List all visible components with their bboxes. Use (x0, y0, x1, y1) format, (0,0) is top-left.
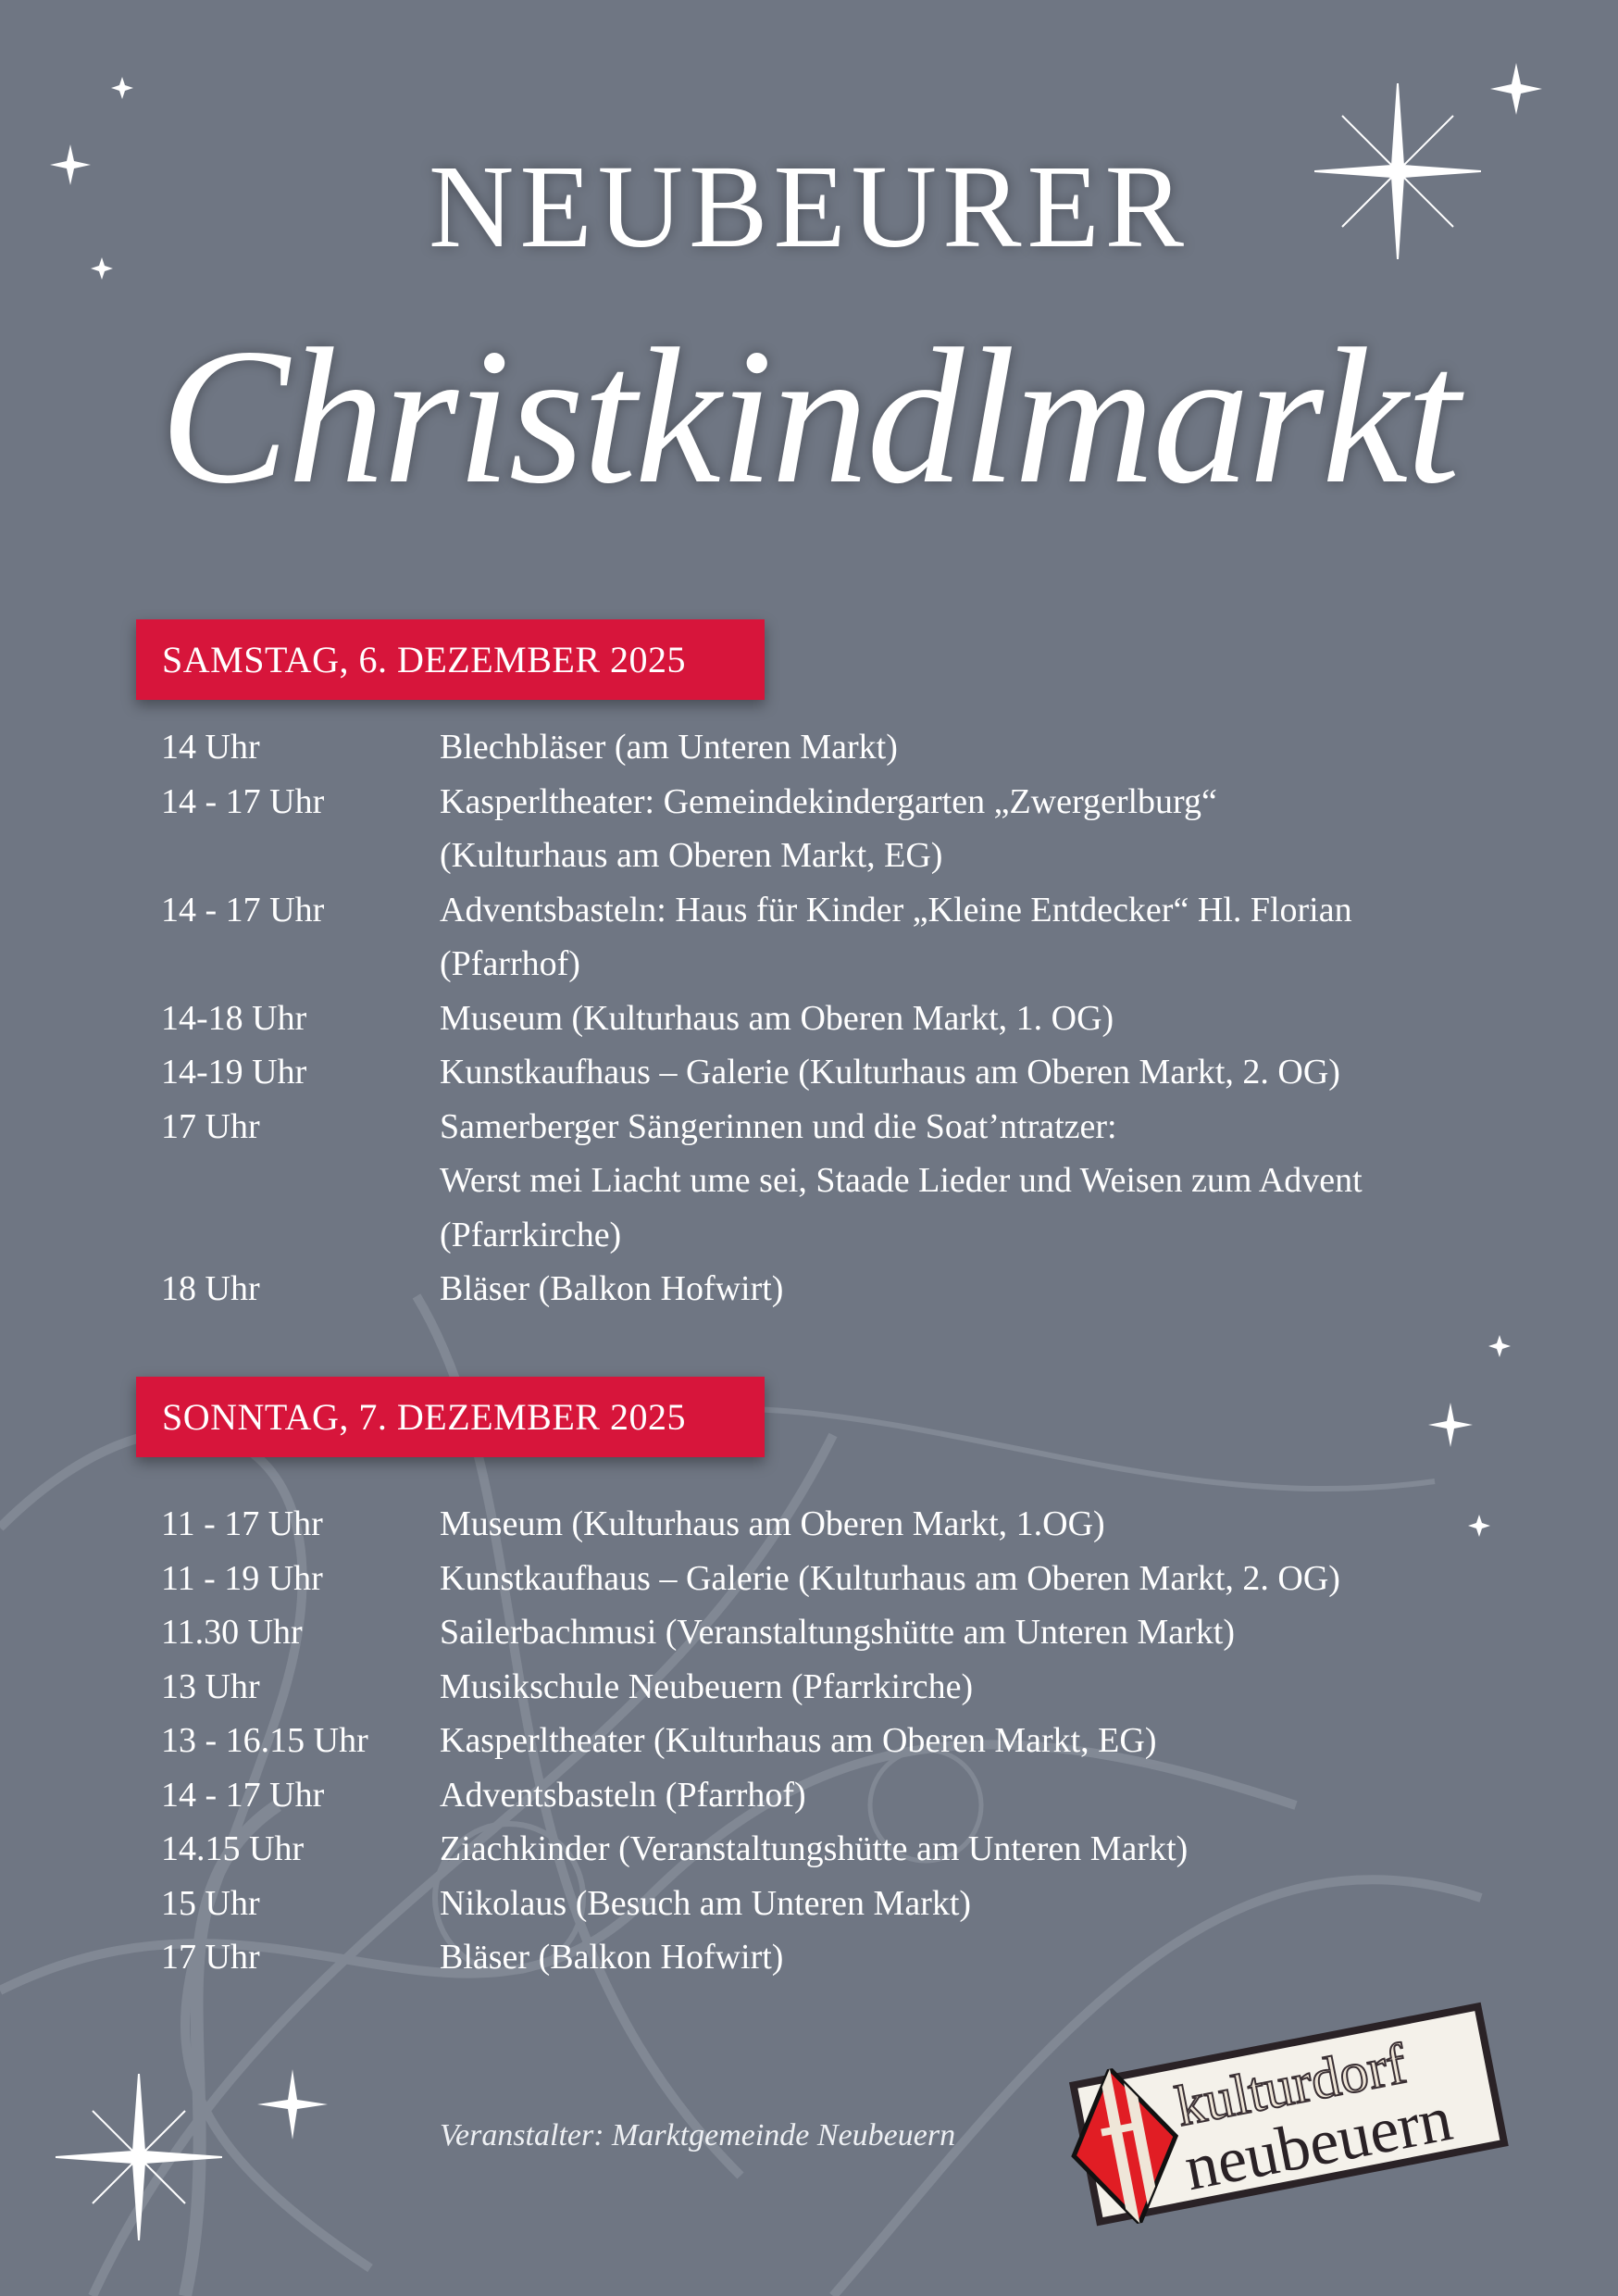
event-time: 11.30 Uhr (161, 1613, 303, 1652)
event-time: 14 - 17 Uhr (161, 1775, 325, 1815)
sparkle-star-icon (91, 257, 113, 280)
event-description: Kunstkaufhaus – Galerie (Kulturhaus am O… (440, 1045, 1550, 1100)
event-time: 15 Uhr (161, 1883, 260, 1923)
event-description: Kasperltheater (Kulturhaus am Oberen Mar… (440, 1714, 1550, 1768)
event-description-line: Kasperltheater: Gemeindekindergarten „Zw… (440, 781, 1217, 821)
event-description-line: Blechbläser (am Unteren Markt) (440, 728, 898, 767)
event-description: Adventsbasteln: Haus für Kinder „Kleine … (440, 883, 1550, 992)
event-description-line: Kunstkaufhaus – Galerie (Kulturhaus am O… (440, 1558, 1340, 1598)
event-description-line: Bläser (Balkon Hofwirt) (440, 1269, 784, 1308)
event-time: 14-19 Uhr (161, 1053, 307, 1092)
schedule-row: 13 - 16.15 Uhr Kasperltheater (Kulturhaus… (161, 1714, 1550, 1768)
schedule-row: 17 Uhr Samerberger Sängerinnen und die So… (161, 1100, 1550, 1263)
event-description-line: Museum (Kulturhaus am Oberen Markt, 1.OG… (440, 1504, 1105, 1543)
event-description-line: Kasperltheater (Kulturhaus am Oberen Mar… (440, 1721, 1157, 1760)
schedule-row: 14.15 Uhr Ziachkinder (Veranstaltungshütt… (161, 1822, 1550, 1877)
schedule-row: 11.30 Uhr Sailerbachmusi (Veranstaltungsh… (161, 1605, 1550, 1660)
event-description: Museum (Kulturhaus am Oberen Markt, 1.OG… (440, 1497, 1550, 1552)
event-time: 14-18 Uhr (161, 998, 307, 1038)
event-description-line: Adventsbasteln: Haus für Kinder „Kleine … (440, 890, 1352, 930)
sparkle-star-icon (1314, 83, 1481, 259)
organizer-note: Veranstalter: Marktgemeinde Neubeuern (440, 2118, 956, 2152)
event-time: 13 - 16.15 Uhr (161, 1721, 368, 1760)
schedule-row: 14 - 17 Uhr Adventsbasteln (Pfarrhof) (161, 1768, 1550, 1823)
event-description-line: Museum (Kulturhaus am Oberen Markt, 1. O… (440, 998, 1114, 1038)
schedule-row: 17 Uhr Bläser (Balkon Hofwirt) (161, 1930, 1550, 1985)
sparkle-star-icon (56, 2074, 222, 2240)
event-description-line: Ziachkinder (Veranstaltungshütte am Unte… (440, 1829, 1189, 1868)
event-description-line: Werst mei Liacht ume sei, Staade Lieder … (440, 1161, 1363, 1200)
schedule-row: 14 Uhr Blechbläser (am Unteren Markt) (161, 720, 1550, 775)
event-description: Museum (Kulturhaus am Oberen Markt, 1. O… (440, 992, 1550, 1046)
event-description: Samerberger Sängerinnen und die Soat’ntr… (440, 1100, 1550, 1263)
schedule-row: 14-19 Uhr Kunstkaufhaus – Galerie (Kultur… (161, 1045, 1550, 1100)
event-description-line: Sailerbachmusi (Veranstaltungshütte am U… (440, 1613, 1235, 1652)
event-description: Sailerbachmusi (Veranstaltungshütte am U… (440, 1605, 1550, 1660)
event-time: 18 Uhr (161, 1269, 260, 1308)
schedule-row: 15 Uhr Nikolaus (Besuch am Unteren Markt) (161, 1877, 1550, 1931)
event-time: 14.15 Uhr (161, 1829, 305, 1868)
schedule-row: 13 Uhr Musikschule Neubeuern (Pfarrkirche… (161, 1660, 1550, 1715)
sparkle-star-icon (257, 2069, 328, 2140)
schedule-row: 11 - 19 Uhr Kunstkaufhaus – Galerie (Kult… (161, 1552, 1550, 1606)
event-description: Kasperltheater: Gemeindekindergarten „Zw… (440, 775, 1550, 883)
event-description-line: (Pfarrkirche) (440, 1215, 622, 1254)
event-description: Bläser (Balkon Hofwirt) (440, 1262, 1550, 1316)
sparkle-star-icon (111, 77, 133, 99)
event-description: Nikolaus (Besuch am Unteren Markt) (440, 1877, 1550, 1931)
schedule-row: 14 - 17 Uhr Adventsbasteln: Haus für Kind… (161, 883, 1550, 992)
schedule-row: 14-18 Uhr Museum (Kulturhaus am Oberen Ma… (161, 992, 1550, 1046)
schedule-row: 18 Uhr Bläser (Balkon Hofwirt) (161, 1262, 1550, 1316)
event-description-line: (Pfarrhof) (440, 944, 580, 983)
event-time: 14 - 17 Uhr (161, 781, 325, 821)
event-description-line: Adventsbasteln (Pfarrhof) (440, 1775, 806, 1815)
day-heading-sunday: SONNTAG, 7. DEZEMBER 2025 (136, 1377, 765, 1457)
sparkle-star-icon (1428, 1403, 1473, 1447)
poster-subtitle: Christkindlmarkt (159, 309, 1460, 524)
event-description-line: Nikolaus (Besuch am Unteren Markt) (440, 1883, 972, 1923)
event-description-line: Kunstkaufhaus – Galerie (Kulturhaus am O… (440, 1053, 1340, 1092)
poster-title: NEUBEURER (429, 141, 1189, 272)
day-heading-saturday: SAMSTAG, 6. DEZEMBER 2025 (136, 619, 765, 700)
event-description-line: Musikschule Neubeuern (Pfarrkirche) (440, 1666, 974, 1706)
event-description-line: (Kulturhaus am Oberen Markt, EG) (440, 836, 943, 875)
event-description: Kunstkaufhaus – Galerie (Kulturhaus am O… (440, 1552, 1550, 1606)
sparkle-star-icon (1468, 1515, 1490, 1537)
sparkle-star-icon (50, 144, 91, 185)
event-time: 14 Uhr (161, 728, 260, 767)
event-time: 11 - 17 Uhr (161, 1504, 323, 1543)
event-time: 11 - 19 Uhr (161, 1558, 323, 1598)
event-description: Musikschule Neubeuern (Pfarrkirche) (440, 1660, 1550, 1715)
schedule-row: 14 - 17 Uhr Kasperltheater: Gemeindekinde… (161, 775, 1550, 883)
event-time: 17 Uhr (161, 1106, 260, 1146)
schedule-row: 11 - 17 Uhr Museum (Kulturhaus am Oberen … (161, 1497, 1550, 1552)
event-description: Blechbläser (am Unteren Markt) (440, 720, 1550, 775)
event-time: 17 Uhr (161, 1938, 260, 1977)
event-description: Adventsbasteln (Pfarrhof) (440, 1768, 1550, 1823)
sparkle-star-icon (1488, 1335, 1511, 1357)
event-time: 13 Uhr (161, 1666, 260, 1706)
sparkle-star-icon (1490, 63, 1542, 115)
event-description: Ziachkinder (Veranstaltungshütte am Unte… (440, 1822, 1550, 1877)
schedule-saturday: 14 Uhr Blechbläser (am Unteren Markt) 14 -… (161, 720, 1550, 1316)
event-description-line: Samerberger Sängerinnen und die Soat’ntr… (440, 1106, 1117, 1146)
event-time: 14 - 17 Uhr (161, 890, 325, 930)
schedule-sunday: 11 - 17 Uhr Museum (Kulturhaus am Oberen … (161, 1497, 1550, 1985)
event-description: Bläser (Balkon Hofwirt) (440, 1930, 1550, 1985)
event-description-line: Bläser (Balkon Hofwirt) (440, 1938, 784, 1977)
